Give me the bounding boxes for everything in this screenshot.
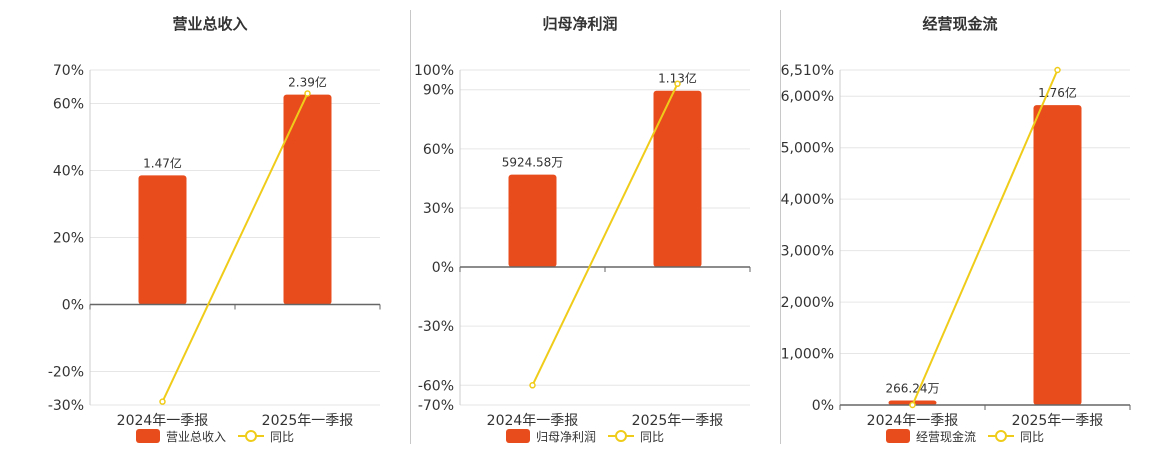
yoy-point bbox=[159, 398, 166, 405]
y-tick-label: -60% bbox=[418, 378, 454, 394]
chart-revenue: 营业总收入 70% 60% 40% 20% 0% -20% -30% 1.47亿 2.39亿 20… bbox=[48, 15, 381, 444]
yoy-point bbox=[1054, 66, 1061, 74]
y-tick-label: 90% bbox=[423, 83, 454, 99]
y-tick-label: -30% bbox=[418, 319, 454, 335]
yoy-line bbox=[911, 69, 1059, 406]
legend-swatch-marker bbox=[615, 430, 627, 442]
y-tick-label: 6,000% bbox=[781, 89, 834, 105]
bar-data-label: 1.47亿 bbox=[143, 155, 182, 170]
y-tick-label: 100% bbox=[414, 63, 454, 79]
legend-label: 营业总收入 bbox=[166, 430, 226, 444]
y-tick-label: 6,510% bbox=[781, 63, 834, 79]
yoy-line bbox=[531, 83, 679, 386]
y-tick-label: 70% bbox=[53, 63, 84, 79]
y-tick-label: 60% bbox=[53, 97, 84, 113]
x-tick-label: 2025年一季报 bbox=[632, 413, 724, 429]
y-tick-label: 5,000% bbox=[781, 141, 834, 157]
bar bbox=[138, 175, 187, 305]
y-tick-label: -30% bbox=[48, 398, 84, 414]
y-tick-label: 2,000% bbox=[781, 295, 834, 311]
yoy-line bbox=[161, 93, 309, 403]
legend-label: 归母净利润 bbox=[536, 430, 596, 444]
yoy-point bbox=[529, 382, 536, 389]
legend-swatch-bar bbox=[506, 429, 530, 443]
legend-swatch-marker bbox=[995, 430, 1007, 442]
y-tick-label: 4,000% bbox=[781, 192, 834, 208]
x-tick-label: 2025年一季报 bbox=[262, 413, 354, 429]
y-tick-label: 60% bbox=[423, 142, 454, 158]
chart-cash-flow: 经营现金流 6,510% 6,000% 5,000% 4,000% 3,000% 2,00… bbox=[781, 15, 1131, 444]
y-tick-label: 0% bbox=[432, 260, 454, 276]
y-tick-label: 40% bbox=[53, 164, 84, 180]
bar-data-label: 1.76亿 bbox=[1038, 85, 1077, 100]
legend: 归母净利润 同比 bbox=[506, 429, 664, 444]
legend-swatch-bar bbox=[886, 429, 910, 443]
bar-data-label: 5924.58万 bbox=[502, 156, 564, 170]
yoy-point bbox=[674, 80, 681, 88]
legend-label: 同比 bbox=[270, 430, 294, 444]
bar-data-label: 2.39亿 bbox=[288, 75, 327, 90]
yoy-point bbox=[304, 90, 311, 97]
legend-label: 同比 bbox=[1020, 430, 1044, 444]
chart-panel-revenue: 营业总收入 70% 60% 40% 20% 0% -20% -30% 1.47亿 2.39亿 20… bbox=[17, 0, 403, 450]
y-tick-label: 20% bbox=[53, 231, 84, 247]
x-tick-label: 2024年一季报 bbox=[487, 413, 579, 429]
chart-panel-net-profit: 归母净利润 100% 90% 60% 30% 0% -30% -60% -70% 5924.58… bbox=[387, 0, 773, 450]
x-tick-label: 2025年一季报 bbox=[1012, 413, 1104, 429]
legend-label: 经营现金流 bbox=[916, 429, 976, 444]
chart-panel-cash-flow: 经营现金流 6,510% 6,000% 5,000% 4,000% 3,000% 2,00… bbox=[767, 0, 1153, 450]
chart-title: 经营现金流 bbox=[922, 15, 997, 33]
x-tick-label: 2024年一季报 bbox=[117, 413, 209, 429]
chart-title: 营业总收入 bbox=[172, 15, 247, 33]
y-tick-label: 3,000% bbox=[781, 244, 834, 260]
bar bbox=[283, 94, 332, 305]
bar bbox=[653, 90, 702, 268]
bar bbox=[1033, 105, 1082, 406]
legend-swatch-marker bbox=[245, 430, 257, 442]
legend: 营业总收入 同比 bbox=[136, 429, 294, 444]
bar-data-label: 266.24万 bbox=[886, 381, 940, 395]
bar-data-label: 1.13亿 bbox=[658, 71, 697, 86]
legend-label: 同比 bbox=[640, 430, 664, 444]
panel-divider bbox=[780, 10, 781, 444]
chart-title: 归母净利润 bbox=[542, 15, 617, 33]
y-tick-label: -70% bbox=[418, 398, 454, 414]
panel-divider bbox=[410, 10, 411, 444]
legend-swatch-bar bbox=[136, 429, 160, 443]
chart-net-profit: 归母净利润 100% 90% 60% 30% 0% -30% -60% -70% 5924.58… bbox=[414, 15, 751, 444]
y-tick-label: 30% bbox=[423, 201, 454, 217]
y-tick-label: 1,000% bbox=[781, 347, 834, 363]
y-tick-label: 0% bbox=[62, 298, 84, 314]
bar bbox=[508, 174, 557, 268]
x-tick-label: 2024年一季报 bbox=[867, 413, 959, 429]
yoy-point bbox=[909, 401, 916, 409]
legend: 经营现金流 同比 bbox=[886, 429, 1044, 444]
y-tick-label: -20% bbox=[48, 365, 84, 381]
y-tick-label: 0% bbox=[812, 398, 834, 414]
